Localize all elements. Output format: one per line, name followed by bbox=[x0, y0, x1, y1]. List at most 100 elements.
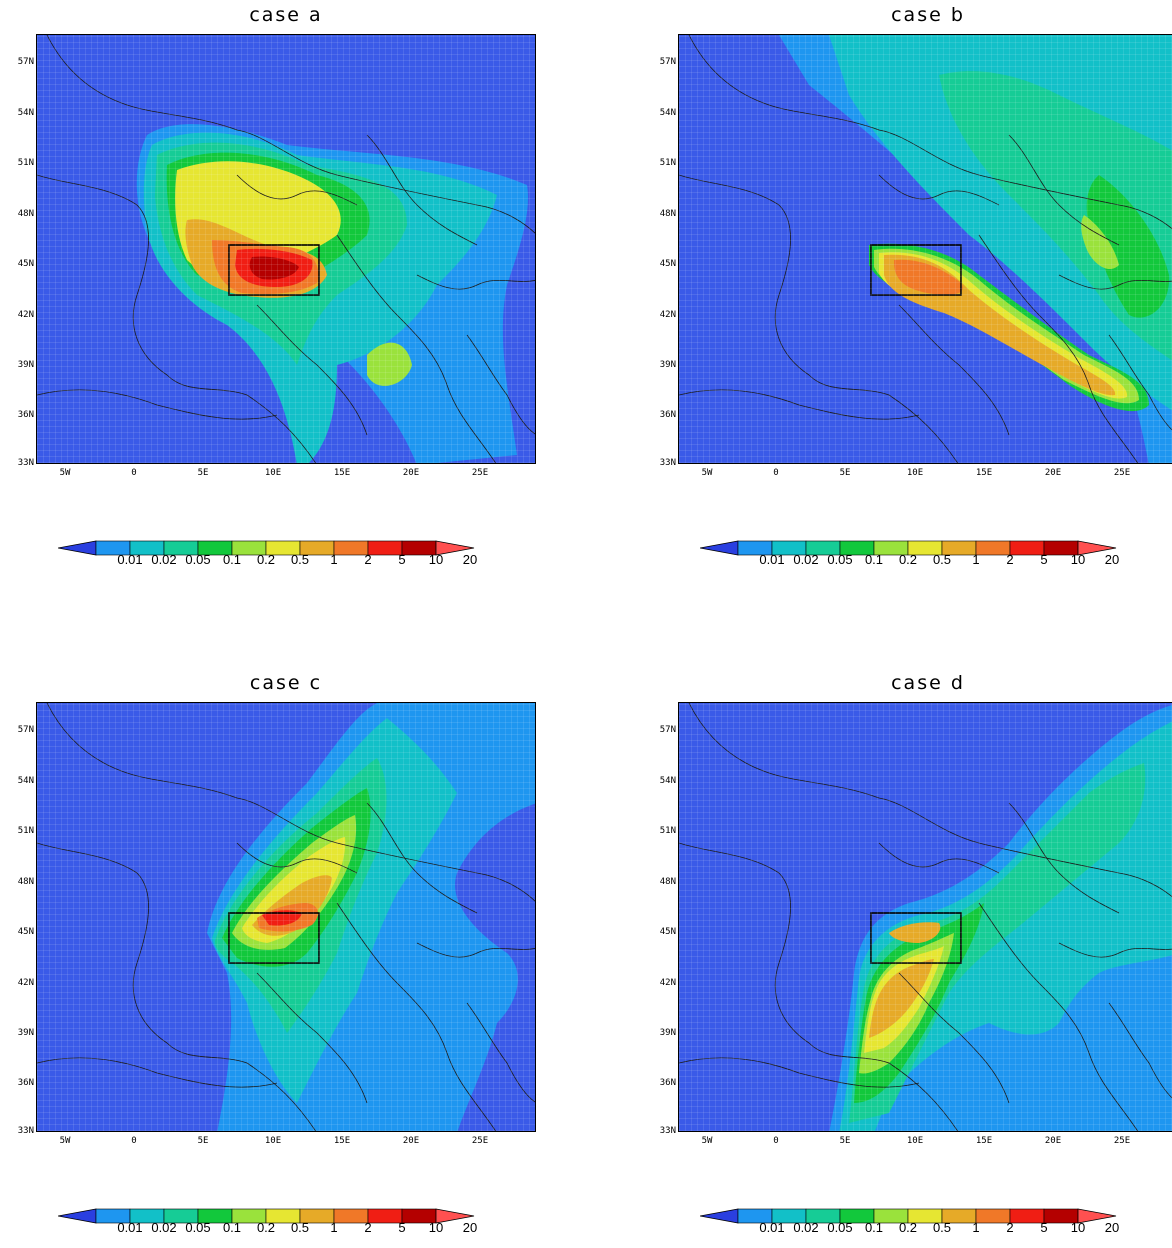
xtick: 5W bbox=[59, 468, 71, 478]
xtick: 5E bbox=[839, 468, 851, 478]
colorbar-label: 1 bbox=[330, 552, 338, 567]
panel-case-b: case b bbox=[642, 0, 1172, 580]
ytick: 57N bbox=[659, 725, 676, 735]
xtick: 20E bbox=[402, 468, 420, 478]
colorbar-label: 0.01 bbox=[759, 552, 785, 567]
concentration-field bbox=[37, 703, 535, 1131]
colorbar-label: 2 bbox=[1006, 1220, 1014, 1235]
colorbar-label: 2 bbox=[1006, 552, 1014, 567]
ytick: 51N bbox=[17, 826, 34, 836]
colorbar-label: 0.05 bbox=[827, 1220, 853, 1235]
xtick: 15E bbox=[333, 468, 351, 478]
xtick: 15E bbox=[333, 1136, 351, 1146]
ytick: 42N bbox=[17, 310, 34, 320]
panel-title: case c bbox=[249, 672, 323, 694]
colorbar-label: 0.02 bbox=[151, 552, 177, 567]
domain-box bbox=[228, 244, 320, 296]
ytick: 36N bbox=[659, 410, 676, 420]
colorbar-label: 5 bbox=[1040, 552, 1048, 567]
colorbar-label: 0.5 bbox=[932, 1220, 952, 1235]
colorbar: 0.01 0.02 0.05 0.1 0.2 0.5 1 2 5 10 20 bbox=[58, 1206, 514, 1246]
ytick: 45N bbox=[17, 259, 34, 269]
ytick: 57N bbox=[659, 57, 676, 67]
map-frame[interactable] bbox=[678, 34, 1172, 464]
colorbar-label: 0.05 bbox=[185, 552, 211, 567]
colorbar-label: 0.01 bbox=[117, 552, 143, 567]
colorbar-label: 0.01 bbox=[759, 1220, 785, 1235]
ytick: 51N bbox=[659, 158, 676, 168]
colorbar: 0.01 0.02 0.05 0.1 0.2 0.5 1 2 5 10 20 bbox=[700, 538, 1156, 578]
xtick: 0 bbox=[773, 1136, 779, 1146]
colorbar-label: 0.2 bbox=[256, 552, 276, 567]
colorbar-label: 0.01 bbox=[117, 1220, 143, 1235]
colorbar-label: 20 bbox=[462, 1220, 478, 1235]
colorbar-label: 0.2 bbox=[898, 1220, 918, 1235]
ytick: 45N bbox=[17, 927, 34, 937]
colorbar-label: 10 bbox=[428, 552, 444, 567]
domain-box bbox=[870, 244, 962, 296]
panel-title: case a bbox=[249, 4, 323, 26]
ytick: 33N bbox=[17, 1126, 34, 1136]
ytick: 39N bbox=[17, 360, 34, 370]
xtick: 5E bbox=[197, 1136, 209, 1146]
xtick: 20E bbox=[402, 1136, 420, 1146]
ytick: 54N bbox=[659, 776, 676, 786]
concentration-field bbox=[679, 35, 1172, 463]
ytick: 36N bbox=[17, 410, 34, 420]
domain-box bbox=[228, 912, 320, 964]
colorbar-label: 0.02 bbox=[793, 552, 819, 567]
xtick: 10E bbox=[906, 468, 924, 478]
colorbar: 0.01 0.02 0.05 0.1 0.2 0.5 1 2 5 10 20 bbox=[700, 1206, 1156, 1246]
colorbar-label: 10 bbox=[1070, 552, 1086, 567]
xtick: 15E bbox=[975, 468, 993, 478]
map-frame[interactable] bbox=[36, 702, 536, 1132]
concentration-field bbox=[37, 35, 535, 463]
colorbar-label: 20 bbox=[1104, 1220, 1120, 1235]
ytick: 48N bbox=[17, 209, 34, 219]
ytick: 33N bbox=[659, 458, 676, 468]
colorbar-label: 0.5 bbox=[290, 1220, 310, 1235]
ytick: 57N bbox=[17, 57, 34, 67]
domain-box bbox=[870, 912, 962, 964]
panel-title: case d bbox=[891, 672, 965, 694]
xtick: 0 bbox=[131, 1136, 137, 1146]
colorbar-svg bbox=[700, 540, 1117, 556]
ytick: 39N bbox=[659, 360, 676, 370]
colorbar-label: 0.1 bbox=[222, 552, 242, 567]
colorbar-label: 5 bbox=[398, 552, 406, 567]
ytick: 36N bbox=[659, 1078, 676, 1088]
ytick: 39N bbox=[659, 1028, 676, 1038]
xtick: 25E bbox=[471, 1136, 489, 1146]
xtick: 25E bbox=[471, 468, 489, 478]
xtick: 0 bbox=[773, 468, 779, 478]
colorbar-label: 0.02 bbox=[793, 1220, 819, 1235]
xtick: 25E bbox=[1113, 468, 1131, 478]
xtick: 10E bbox=[906, 1136, 924, 1146]
map-frame[interactable] bbox=[678, 702, 1172, 1132]
colorbar-label: 2 bbox=[364, 552, 372, 567]
colorbar-label: 1 bbox=[330, 1220, 338, 1235]
colorbar-label: 0.05 bbox=[827, 552, 853, 567]
panel-case-a: case a bbox=[0, 0, 560, 580]
xtick: 20E bbox=[1044, 1136, 1062, 1146]
panel-case-c: case c bbox=[0, 668, 560, 1248]
ytick: 51N bbox=[17, 158, 34, 168]
ytick: 39N bbox=[17, 1028, 34, 1038]
colorbar-label: 10 bbox=[428, 1220, 444, 1235]
map-frame[interactable] bbox=[36, 34, 536, 464]
ytick: 42N bbox=[659, 978, 676, 988]
ytick: 54N bbox=[659, 108, 676, 118]
xtick: 10E bbox=[264, 1136, 282, 1146]
xtick: 0 bbox=[131, 468, 137, 478]
colorbar-label: 2 bbox=[364, 1220, 372, 1235]
xtick: 20E bbox=[1044, 468, 1062, 478]
xtick: 5E bbox=[197, 468, 209, 478]
ytick: 45N bbox=[659, 259, 676, 269]
colorbar-svg bbox=[58, 1208, 475, 1224]
colorbar-label: 0.05 bbox=[185, 1220, 211, 1235]
ytick: 33N bbox=[659, 1126, 676, 1136]
ytick: 42N bbox=[659, 310, 676, 320]
xtick: 5W bbox=[701, 1136, 713, 1146]
colorbar-label: 0.2 bbox=[256, 1220, 276, 1235]
colorbar-label: 0.5 bbox=[932, 552, 952, 567]
